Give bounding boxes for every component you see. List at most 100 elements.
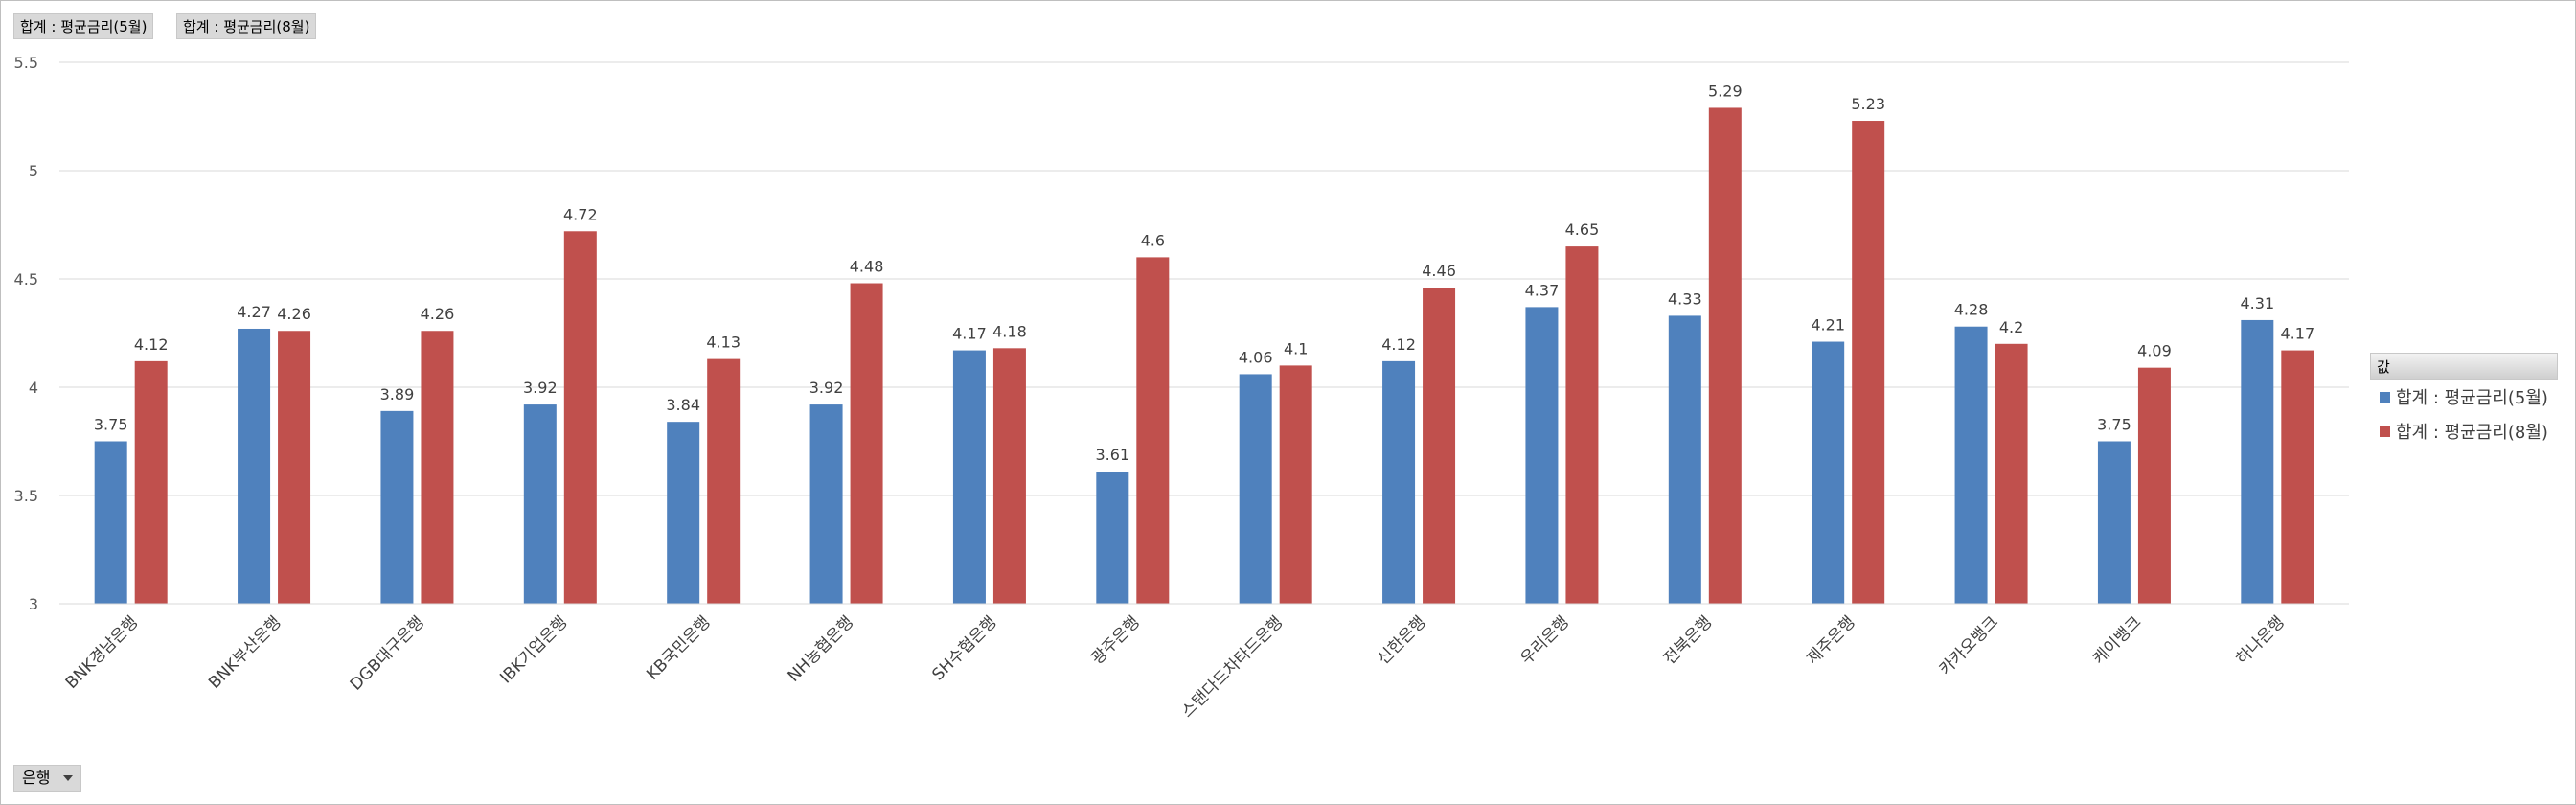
data-label: 4.06 bbox=[1239, 348, 1273, 366]
bar bbox=[850, 283, 883, 604]
bar bbox=[2281, 350, 2314, 604]
x-tick-label: 케이뱅크 bbox=[2089, 612, 2145, 668]
data-label: 4.31 bbox=[2241, 294, 2275, 312]
data-label: 4.13 bbox=[706, 334, 741, 352]
data-label: 3.75 bbox=[94, 416, 128, 434]
data-label: 4.26 bbox=[277, 305, 311, 323]
x-tick-label: 스탠다드차타드은행 bbox=[1178, 612, 1288, 722]
data-label: 4.09 bbox=[2137, 342, 2172, 360]
y-tick-label: 5 bbox=[29, 162, 38, 180]
data-label: 4.33 bbox=[1668, 289, 1702, 308]
bar bbox=[952, 350, 986, 604]
bar bbox=[1525, 307, 1559, 604]
data-label: 4.17 bbox=[2281, 325, 2315, 343]
bar bbox=[1136, 257, 1170, 604]
bar bbox=[707, 358, 741, 604]
axis-field-label: 은행 bbox=[22, 769, 51, 787]
bar bbox=[2137, 367, 2171, 604]
data-label: 5.23 bbox=[1851, 95, 1885, 113]
x-tick-label: 광주은행 bbox=[1087, 612, 1143, 668]
y-tick-label: 4 bbox=[29, 379, 38, 397]
data-label: 4.26 bbox=[421, 305, 455, 323]
data-label: 4.18 bbox=[992, 322, 1027, 340]
y-tick-label: 4.5 bbox=[14, 270, 38, 288]
bar bbox=[2241, 319, 2274, 604]
bar bbox=[1852, 121, 1885, 605]
bar bbox=[667, 422, 700, 604]
data-label: 4.27 bbox=[237, 303, 271, 321]
bar bbox=[1708, 107, 1742, 604]
bar bbox=[1239, 374, 1272, 604]
bar bbox=[1382, 360, 1416, 604]
data-label: 4.21 bbox=[1811, 316, 1845, 334]
legend-swatch-may bbox=[2380, 391, 2390, 402]
bar bbox=[380, 410, 414, 604]
data-label: 4.37 bbox=[1525, 281, 1560, 299]
x-tick-label: KB국민은행 bbox=[643, 612, 715, 684]
bar bbox=[1423, 288, 1456, 604]
bar bbox=[421, 331, 454, 604]
bar bbox=[2097, 441, 2131, 604]
y-tick-label: 3.5 bbox=[14, 487, 38, 505]
x-tick-label: BNK부산은행 bbox=[205, 612, 285, 693]
bar bbox=[94, 441, 127, 604]
bar bbox=[992, 348, 1026, 604]
data-label: 3.61 bbox=[1096, 446, 1130, 464]
legend-label-may: 합계 : 평균금리(5월) bbox=[2396, 388, 2548, 408]
bar bbox=[278, 331, 311, 604]
data-label: 3.84 bbox=[666, 396, 700, 414]
x-tick-label: 제주은행 bbox=[1803, 612, 1858, 668]
data-label: 3.92 bbox=[809, 379, 844, 397]
data-label: 4.17 bbox=[952, 325, 987, 343]
x-tick-label: SH수협은행 bbox=[928, 612, 1000, 684]
x-tick-label: 카카오뱅크 bbox=[1936, 612, 2002, 678]
bar bbox=[523, 404, 557, 604]
legend-title: 값 bbox=[2370, 353, 2558, 380]
bar bbox=[1954, 326, 1988, 604]
data-label: 3.89 bbox=[380, 385, 415, 403]
data-label: 4.72 bbox=[563, 205, 598, 223]
y-tick-label: 5.5 bbox=[14, 54, 38, 72]
data-label: 3.92 bbox=[523, 379, 558, 397]
data-label: 4.46 bbox=[1422, 262, 1456, 280]
x-tick-label: IBK기업은행 bbox=[496, 612, 571, 687]
data-label: 4.48 bbox=[850, 258, 884, 276]
data-label: 3.75 bbox=[2097, 416, 2131, 434]
bar bbox=[1279, 365, 1312, 604]
field-button-aug[interactable]: 합계 : 평균금리(8월) bbox=[176, 13, 317, 39]
bar bbox=[238, 328, 271, 604]
bar bbox=[1668, 315, 1701, 604]
x-tick-label: BNK경남은행 bbox=[62, 612, 143, 693]
bar bbox=[809, 404, 843, 604]
data-label: 4.2 bbox=[1999, 318, 2023, 336]
data-label: 4.65 bbox=[1565, 220, 1600, 239]
bar bbox=[563, 231, 597, 604]
x-tick-label: 신한은행 bbox=[1374, 612, 1429, 668]
data-label: 4.12 bbox=[134, 335, 169, 354]
bar bbox=[1995, 343, 2028, 604]
legend: 값 합계 : 평균금리(5월) 합계 : 평균금리(8월) bbox=[2370, 353, 2558, 448]
data-label: 4.1 bbox=[1284, 339, 1308, 357]
bar bbox=[134, 360, 168, 604]
x-tick-label: 하나은행 bbox=[2232, 612, 2288, 668]
x-tick-label: 전북은행 bbox=[1660, 612, 1716, 668]
data-label: 4.28 bbox=[1954, 301, 1989, 319]
legend-item-aug[interactable]: 합계 : 평균금리(8월) bbox=[2370, 414, 2558, 448]
y-tick-label: 3 bbox=[29, 595, 38, 613]
x-tick-label: NH농협은행 bbox=[785, 612, 857, 685]
x-tick-label: 우리은행 bbox=[1517, 612, 1573, 668]
dropdown-arrow-icon bbox=[63, 775, 74, 781]
bar bbox=[1812, 341, 1845, 604]
data-label: 4.12 bbox=[1381, 335, 1416, 354]
legend-label-aug: 합계 : 평균금리(8월) bbox=[2396, 423, 2548, 443]
legend-swatch-aug bbox=[2380, 426, 2390, 437]
data-label: 5.29 bbox=[1708, 81, 1743, 100]
field-button-may[interactable]: 합계 : 평균금리(5월) bbox=[13, 13, 154, 39]
bar bbox=[1096, 472, 1129, 604]
legend-item-may[interactable]: 합계 : 평균금리(5월) bbox=[2370, 380, 2558, 414]
bar bbox=[1565, 246, 1599, 604]
axis-field-button[interactable]: 은행 bbox=[13, 765, 82, 792]
data-label: 4.6 bbox=[1141, 231, 1165, 249]
x-tick-label: DGB대구은행 bbox=[347, 612, 428, 694]
